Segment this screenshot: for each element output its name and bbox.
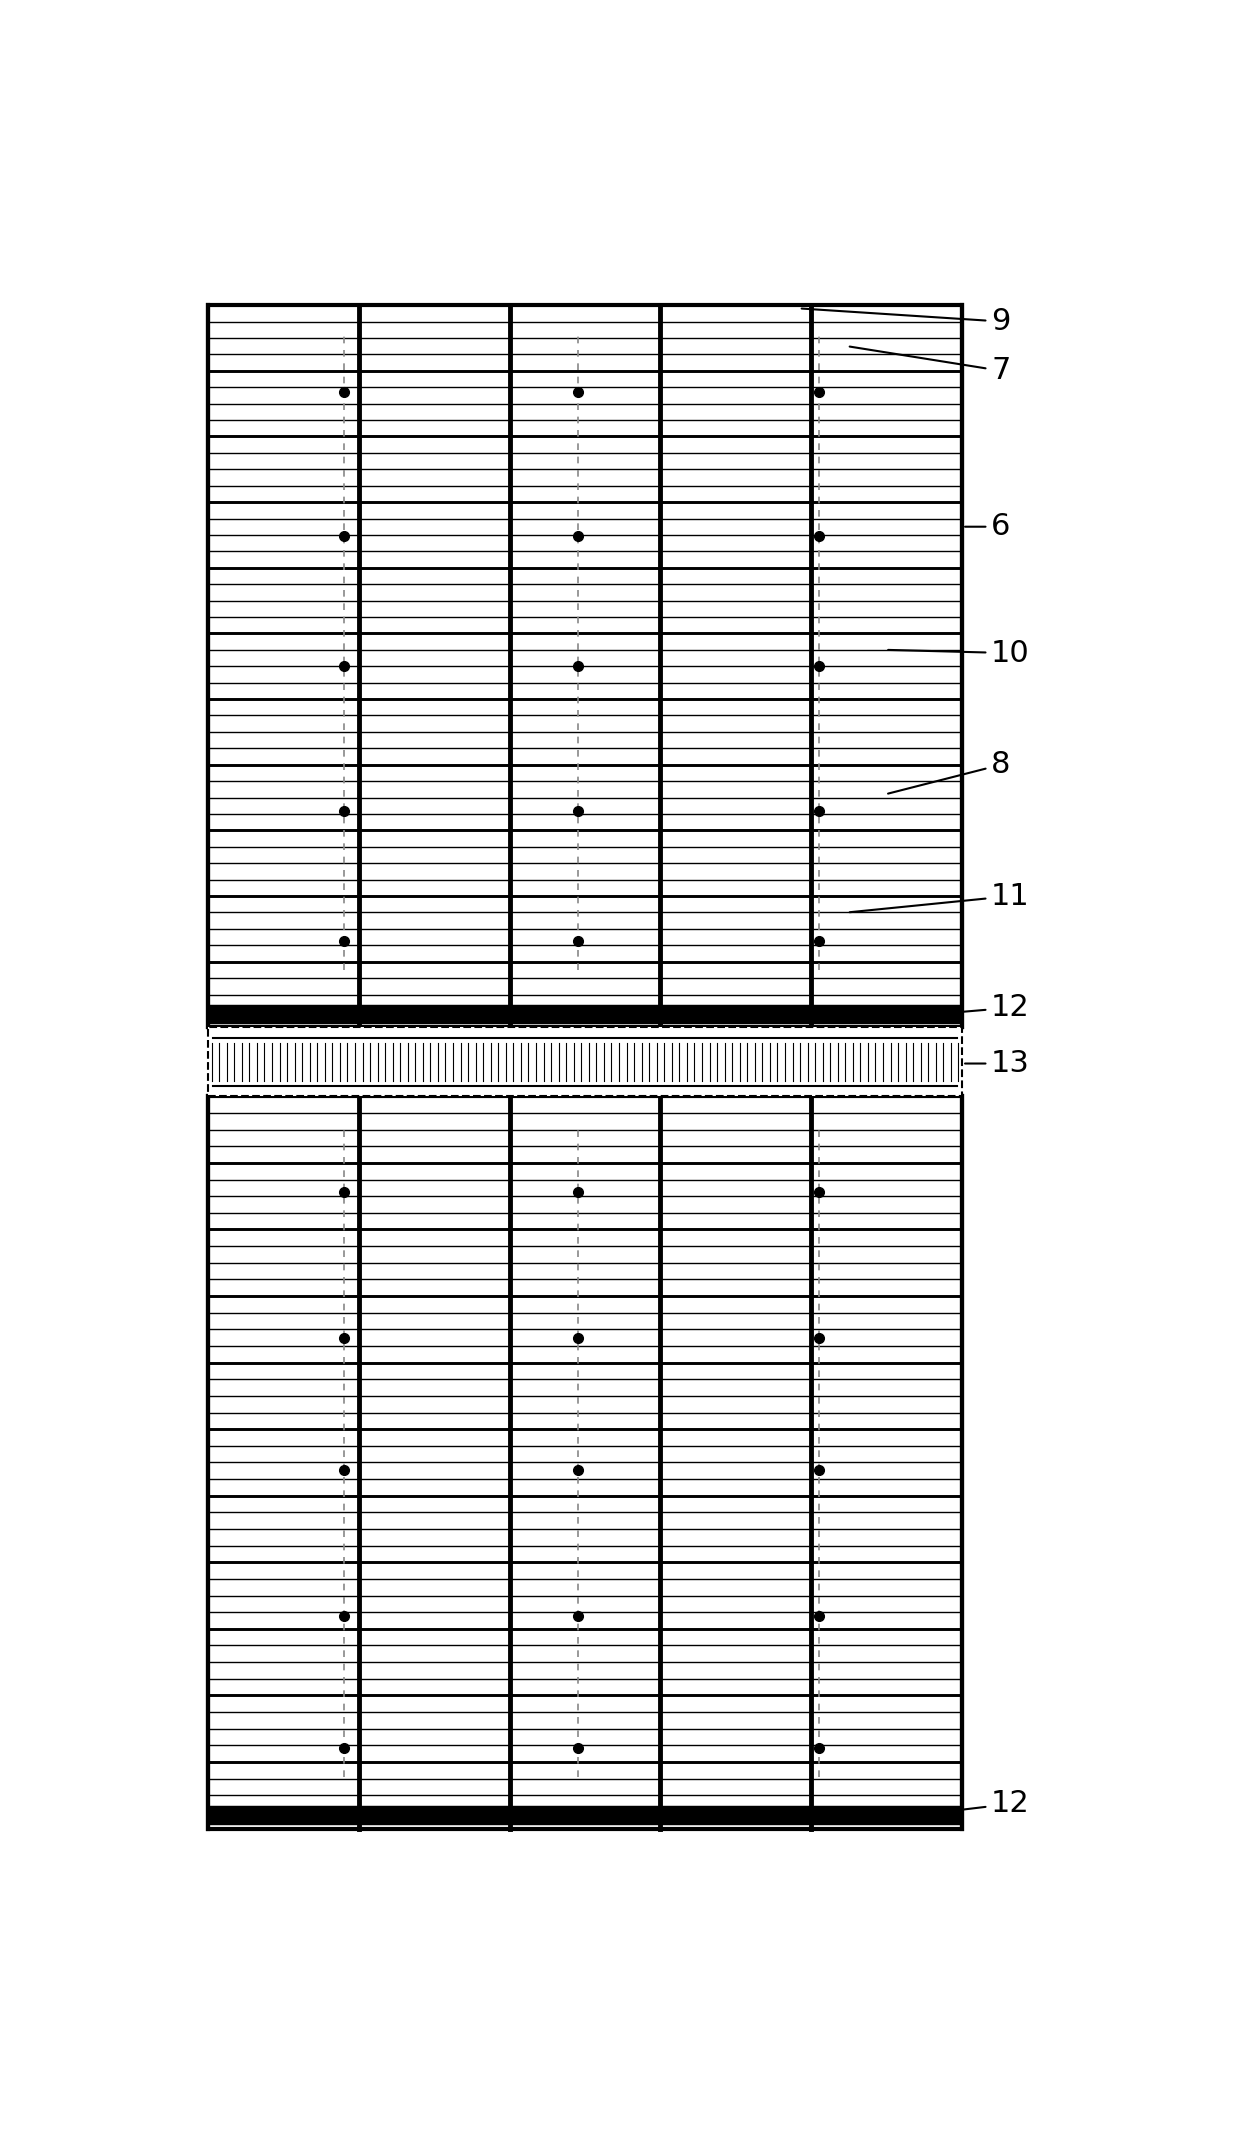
Text: 6: 6 [965, 512, 1011, 542]
Bar [208, 1096, 962, 1829]
Text: 9: 9 [801, 307, 1011, 337]
Text: 11: 11 [849, 881, 1030, 912]
Text: 12: 12 [916, 994, 1030, 1021]
Bar [208, 1096, 962, 1829]
Bar [208, 305, 962, 1028]
Bar [208, 1028, 962, 1096]
Bar [208, 1028, 962, 1096]
Bar [208, 305, 962, 1028]
Text: 12: 12 [916, 1789, 1030, 1819]
Text: 7: 7 [849, 348, 1011, 386]
Text: 10: 10 [888, 640, 1030, 667]
Text: 8: 8 [888, 750, 1011, 793]
Text: 13: 13 [965, 1049, 1030, 1079]
